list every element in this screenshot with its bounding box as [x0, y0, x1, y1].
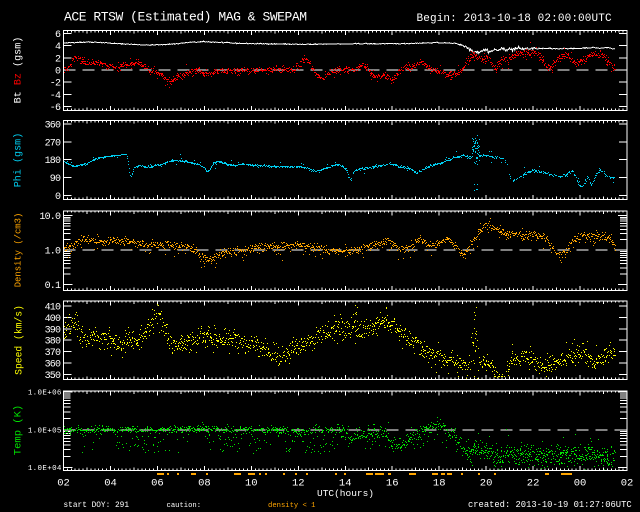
svg-text:350: 350 — [45, 371, 61, 382]
svg-text:08: 08 — [198, 477, 211, 489]
svg-text:0.1: 0.1 — [45, 281, 61, 292]
svg-text:400: 400 — [45, 314, 61, 325]
svg-text:20: 20 — [480, 477, 493, 489]
svg-text:90: 90 — [50, 174, 61, 185]
svg-text:2: 2 — [55, 54, 61, 65]
svg-text:Temp (K): Temp (K) — [13, 405, 25, 455]
svg-text:-6: -6 — [50, 103, 61, 114]
svg-text:14: 14 — [339, 477, 352, 489]
svg-text:390: 390 — [45, 325, 61, 336]
svg-text:-4: -4 — [50, 91, 61, 102]
svg-text:10.0: 10.0 — [39, 212, 61, 223]
svg-text:410: 410 — [45, 303, 61, 314]
svg-text:Density (/cm3): Density (/cm3) — [14, 213, 24, 288]
svg-text:0: 0 — [55, 67, 61, 78]
svg-text:06: 06 — [151, 477, 164, 489]
svg-text:Begin: 2013-10-18 02:00:00UTC: Begin: 2013-10-18 02:00:00UTC — [417, 13, 612, 25]
svg-text:1.0E+06: 1.0E+06 — [28, 390, 62, 398]
svg-text:1.0E+04: 1.0E+04 — [28, 465, 62, 473]
svg-text:UTC(hours): UTC(hours) — [317, 488, 374, 499]
svg-text:02: 02 — [621, 477, 634, 489]
svg-text:18: 18 — [433, 477, 446, 489]
svg-text:270: 270 — [45, 138, 61, 149]
svg-text:04: 04 — [104, 477, 117, 489]
svg-text:380: 380 — [45, 337, 61, 348]
svg-text:6: 6 — [55, 30, 61, 41]
svg-text:-2: -2 — [50, 79, 61, 90]
svg-text:360: 360 — [45, 359, 61, 370]
svg-text:0: 0 — [55, 192, 61, 203]
svg-text:10: 10 — [245, 477, 258, 489]
svg-text:caution:: caution: — [167, 502, 202, 510]
svg-text:created: 2013-10-19 01:27:06UT: created: 2013-10-19 01:27:06UTC — [468, 500, 632, 510]
svg-text:12: 12 — [292, 477, 305, 489]
svg-text:22: 22 — [527, 477, 540, 489]
svg-text:4: 4 — [55, 42, 61, 53]
svg-text:360: 360 — [45, 120, 61, 131]
svg-text:Speed (km/s): Speed (km/s) — [13, 305, 24, 375]
svg-text:density < 1: density < 1 — [268, 502, 315, 510]
svg-text:ACE RTSW (Estimated) MAG & SWE: ACE RTSW (Estimated) MAG & SWEPAM — [64, 10, 307, 25]
svg-text:start DOY: 291: start DOY: 291 — [64, 502, 130, 510]
svg-text:1.0E+05: 1.0E+05 — [28, 427, 62, 435]
svg-text:370: 370 — [45, 348, 61, 359]
svg-text:Bt Bz (gsm): Bt Bz (gsm) — [12, 37, 24, 104]
svg-text:00: 00 — [574, 477, 587, 489]
svg-text:Phi (gsm): Phi (gsm) — [12, 133, 24, 188]
svg-text:16: 16 — [386, 477, 399, 489]
svg-text:180: 180 — [45, 156, 61, 167]
svg-text:02: 02 — [57, 477, 70, 489]
svg-text:1.0: 1.0 — [45, 247, 61, 258]
